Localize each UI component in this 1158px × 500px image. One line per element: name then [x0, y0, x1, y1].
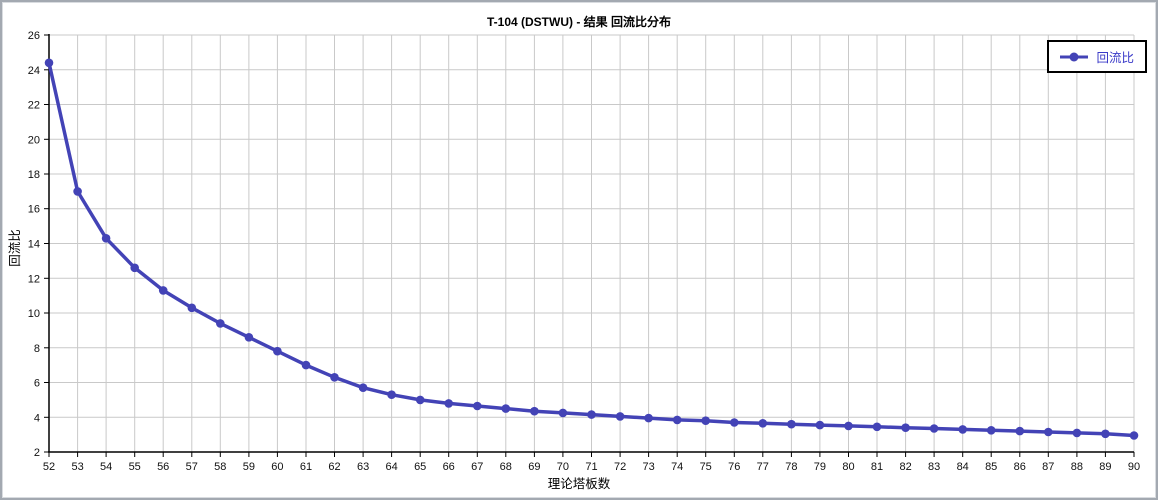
- svg-text:84: 84: [957, 461, 969, 473]
- svg-text:64: 64: [385, 461, 397, 473]
- svg-text:2: 2: [34, 447, 40, 459]
- svg-text:86: 86: [1014, 461, 1026, 473]
- svg-text:57: 57: [186, 461, 198, 473]
- svg-text:70: 70: [557, 461, 569, 473]
- svg-text:56: 56: [157, 461, 169, 473]
- svg-text:80: 80: [842, 461, 854, 473]
- svg-text:59: 59: [243, 461, 255, 473]
- svg-text:62: 62: [328, 461, 340, 473]
- svg-text:24: 24: [28, 65, 40, 77]
- svg-text:14: 14: [28, 239, 40, 251]
- svg-text:6: 6: [34, 378, 40, 390]
- svg-text:85: 85: [985, 461, 997, 473]
- chart-canvas: 52 53 54 55 56 57 58 59 60 61 62 63 64 65 66 67 68 69 70 71…: [5, 5, 1156, 498]
- chart-title: T-104 (DSTWU) - 结果 回流比分布: [486, 15, 671, 29]
- svg-text:61: 61: [300, 461, 312, 473]
- svg-text:73: 73: [642, 461, 654, 473]
- svg-text:69: 69: [528, 461, 540, 473]
- svg-text:90: 90: [1128, 461, 1140, 473]
- svg-text:77: 77: [757, 461, 769, 473]
- svg-text:10: 10: [28, 308, 40, 320]
- svg-text:81: 81: [871, 461, 883, 473]
- svg-text:83: 83: [928, 461, 940, 473]
- legend-marker-icon: [1060, 52, 1089, 61]
- svg-text:82: 82: [899, 461, 911, 473]
- legend-label: 回流比: [1096, 51, 1134, 65]
- svg-text:78: 78: [785, 461, 797, 473]
- svg-text:79: 79: [814, 461, 826, 473]
- svg-text:88: 88: [1071, 461, 1083, 473]
- svg-text:87: 87: [1042, 461, 1054, 473]
- svg-text:75: 75: [700, 461, 712, 473]
- x-axis-label: 理论塔板数: [547, 477, 611, 491]
- svg-text:63: 63: [357, 461, 369, 473]
- svg-text:66: 66: [443, 461, 455, 473]
- svg-text:68: 68: [500, 461, 512, 473]
- svg-text:54: 54: [100, 461, 112, 473]
- legend-box: 回流比: [1047, 40, 1147, 73]
- svg-text:58: 58: [214, 461, 226, 473]
- svg-text:60: 60: [271, 461, 283, 473]
- svg-text:4: 4: [34, 412, 40, 424]
- svg-text:8: 8: [34, 343, 40, 355]
- svg-text:67: 67: [471, 461, 483, 473]
- svg-text:55: 55: [129, 461, 141, 473]
- svg-text:18: 18: [28, 169, 40, 181]
- svg-text:65: 65: [414, 461, 426, 473]
- svg-text:74: 74: [671, 461, 683, 473]
- svg-text:20: 20: [28, 134, 40, 146]
- svg-text:89: 89: [1099, 461, 1111, 473]
- svg-text:12: 12: [28, 273, 40, 285]
- svg-text:53: 53: [71, 461, 83, 473]
- svg-text:72: 72: [614, 461, 626, 473]
- svg-text:22: 22: [28, 100, 40, 112]
- svg-text:26: 26: [28, 30, 40, 42]
- svg-text:71: 71: [585, 461, 597, 473]
- svg-text:76: 76: [728, 461, 740, 473]
- svg-text:16: 16: [28, 204, 40, 216]
- svg-text:52: 52: [43, 461, 55, 473]
